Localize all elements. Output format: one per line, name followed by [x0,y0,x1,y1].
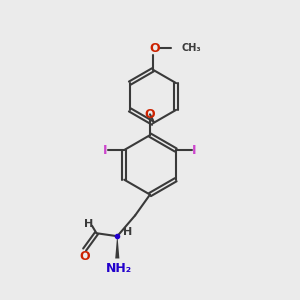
Polygon shape [115,236,119,259]
Text: NH₂: NH₂ [106,262,132,275]
Text: I: I [103,143,108,157]
Text: O: O [149,42,160,55]
Text: O: O [79,250,90,263]
Text: H: H [84,219,94,229]
Text: H: H [123,227,132,237]
Text: I: I [192,143,197,157]
Text: CH₃: CH₃ [181,44,201,53]
Text: O: O [145,108,155,121]
